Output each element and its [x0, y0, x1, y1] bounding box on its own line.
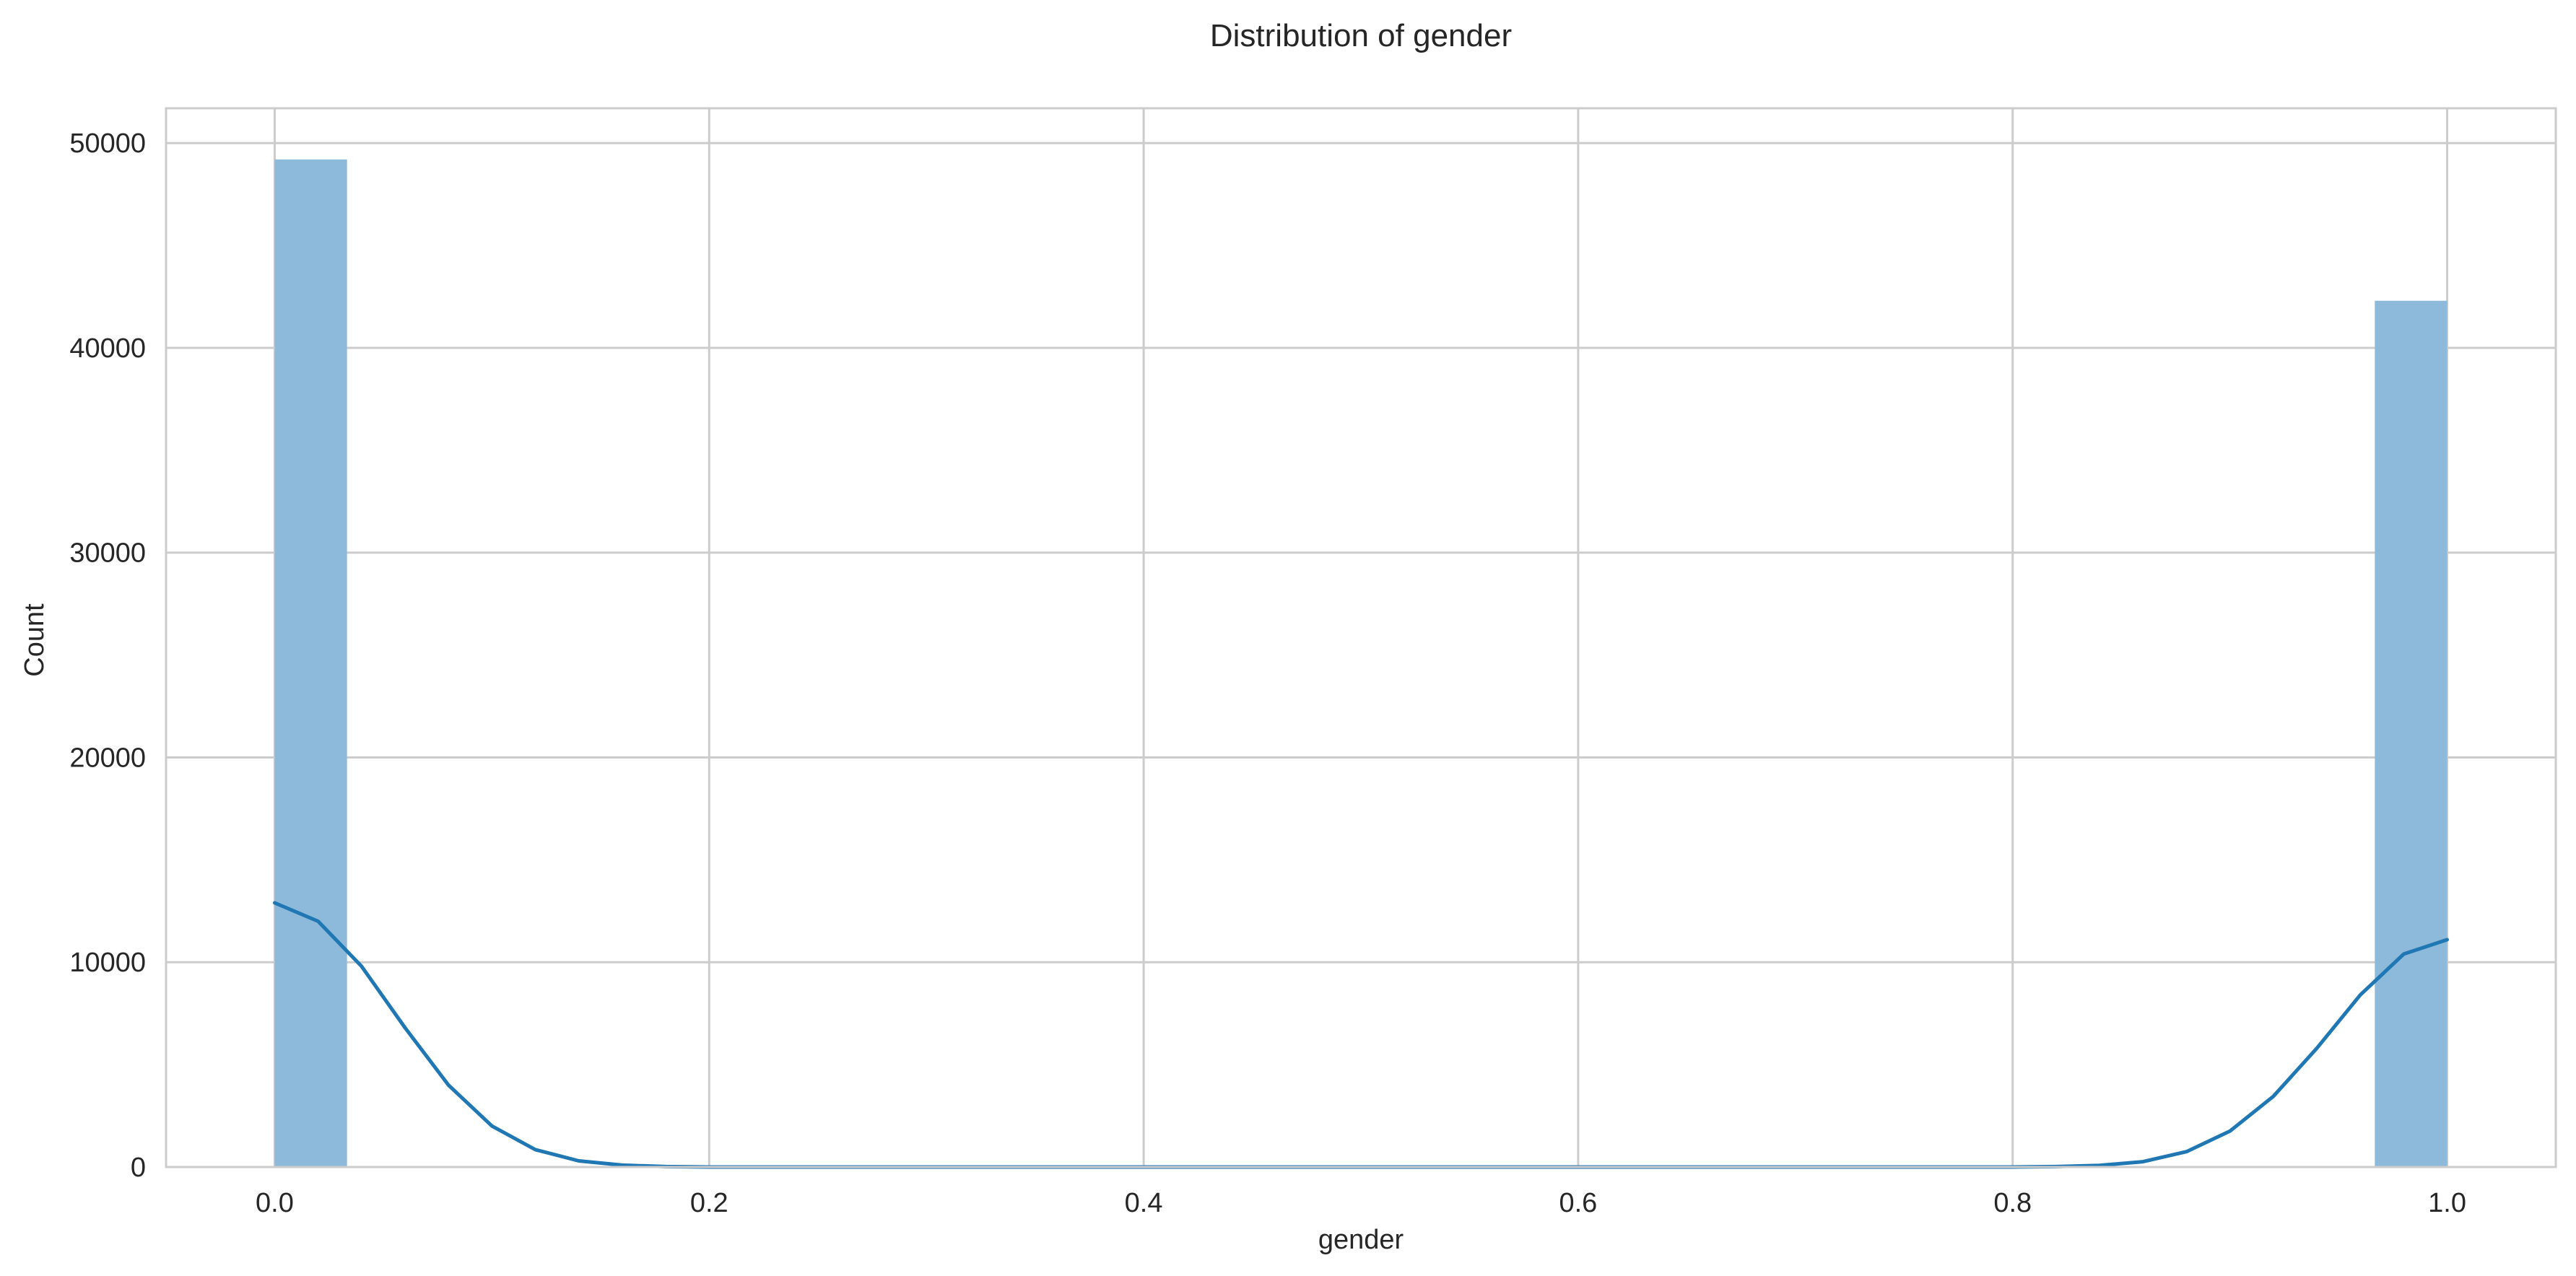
y-tick-label: 50000	[69, 128, 146, 159]
plot-frame	[165, 107, 2557, 1168]
x-tick-label: 0.6	[1559, 1188, 1597, 1218]
x-tick-label: 1.0	[2428, 1188, 2466, 1218]
y-axis-label: Count	[19, 603, 50, 677]
histogram-bar	[2375, 300, 2447, 1167]
x-tick-label: 0.0	[256, 1188, 294, 1218]
histogram-bars	[274, 159, 2447, 1167]
x-axis-label: gender	[1318, 1225, 1404, 1255]
y-tick-label: 0	[131, 1153, 146, 1183]
x-tick-label: 0.4	[1125, 1188, 1163, 1218]
y-tick-labels: 0 10000 20000 30000 40000 50000	[69, 128, 146, 1183]
y-tick-label: 20000	[69, 743, 146, 773]
y-tick-label: 30000	[69, 538, 146, 569]
y-tick-label: 10000	[69, 948, 146, 978]
histogram-bar	[274, 159, 347, 1167]
x-tick-label: 0.2	[690, 1188, 728, 1218]
y-tick-label: 40000	[69, 333, 146, 364]
chart-title: Distribution of gender	[1210, 18, 1512, 53]
x-tick-labels: 0.0 0.2 0.4 0.6 0.8 1.0	[256, 1188, 2466, 1218]
x-tick-label: 0.8	[1993, 1188, 2032, 1218]
